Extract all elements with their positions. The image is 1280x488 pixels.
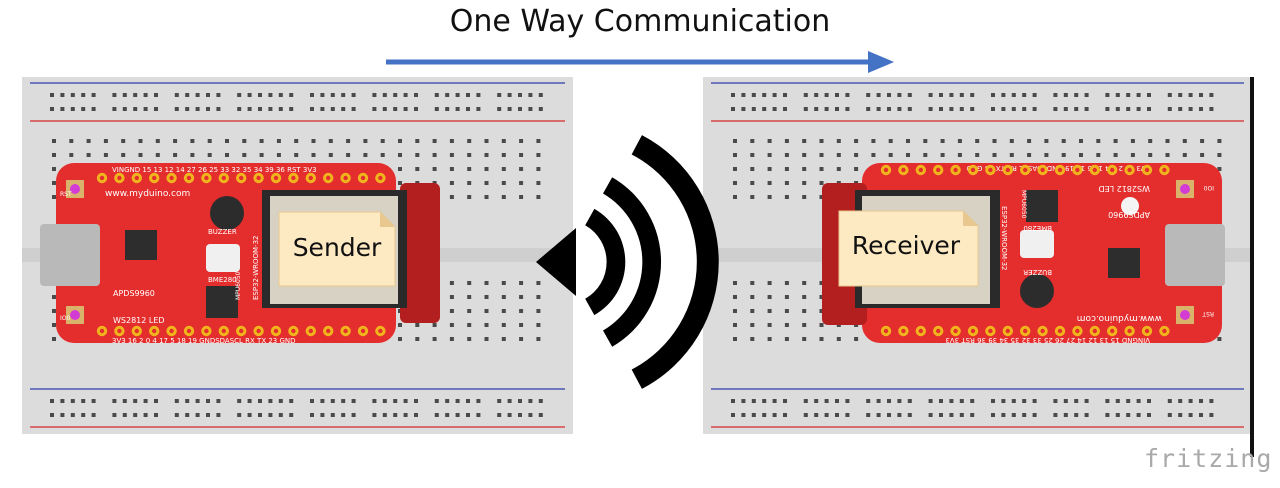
bottom-pins-label: 3V3 16 2 0 4 17 5 18 19 GNDSDASCL RX TX … bbox=[112, 337, 296, 345]
board-url: www.myduino.com bbox=[105, 189, 190, 199]
mpu-label: MPU6050 bbox=[1020, 190, 1027, 219]
buzzer-icon bbox=[210, 196, 244, 230]
buzzer-label: BUZZER bbox=[208, 228, 237, 236]
usb-port-icon bbox=[1165, 224, 1225, 286]
sensor-icon bbox=[1020, 230, 1054, 258]
sensor-icon bbox=[206, 244, 240, 272]
sensor-label: BME280 bbox=[208, 276, 237, 284]
sender-label: Sender bbox=[293, 233, 382, 262]
fritzing-watermark: fritzing bbox=[1144, 444, 1273, 473]
module-label: ESP32-WROOM-32 bbox=[252, 235, 260, 300]
buzzer-icon bbox=[1020, 274, 1054, 308]
mpu-label: MPU6050 bbox=[235, 271, 242, 300]
sender-note: Sender bbox=[278, 211, 396, 287]
rst-label: RST bbox=[60, 191, 72, 198]
gesture-label: APDS9960 bbox=[113, 289, 155, 298]
io0-label: IO0 bbox=[1204, 184, 1214, 191]
usb-port-icon bbox=[40, 224, 100, 286]
arrow-right-icon bbox=[386, 51, 894, 73]
wireless-signal-icon bbox=[536, 135, 719, 389]
rst-button-icon bbox=[70, 184, 80, 194]
receiver-label: Receiver bbox=[852, 231, 961, 260]
io0-button-icon bbox=[70, 310, 80, 320]
rst-button-icon bbox=[1180, 310, 1190, 320]
receiver-note: Receiver bbox=[838, 210, 979, 287]
led-label: WS2812 LED bbox=[1098, 184, 1150, 193]
top-pins-label: VINGND 15 13 12 14 27 26 25 33 32 35 34 … bbox=[112, 166, 317, 174]
sensor-label: BME280 bbox=[1023, 224, 1052, 232]
rst-label: RST bbox=[1202, 310, 1214, 317]
module-label: ESP32-WROOM-32 bbox=[1000, 206, 1008, 271]
io0-button-icon bbox=[1180, 184, 1190, 194]
board-url: www.myduino.com bbox=[1077, 313, 1162, 323]
buzzer-label: BUZZER bbox=[1023, 268, 1052, 276]
io0-label: IO0 bbox=[60, 315, 70, 322]
top-pins-label: VINGND 15 13 12 14 27 26 25 33 32 35 34 … bbox=[945, 336, 1150, 344]
diagram-title: One Way Communication bbox=[449, 4, 831, 39]
gesture-label: APDS9960 bbox=[1108, 210, 1150, 219]
led-label: WS2812 LED bbox=[113, 316, 165, 325]
